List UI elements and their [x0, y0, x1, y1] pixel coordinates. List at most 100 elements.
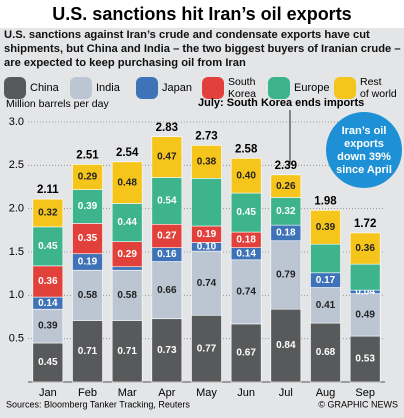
bar-segment [270, 197, 302, 226]
bar-segment [349, 263, 381, 291]
bar-segment [230, 323, 262, 383]
value-label: 0.36 [355, 243, 375, 254]
legend-swatch [334, 77, 356, 99]
bar-segment [310, 287, 341, 324]
value-label: 0.44 [117, 217, 137, 228]
value-label: 0.14 [236, 248, 256, 259]
legend-label: China [30, 82, 60, 94]
value-label: 0.54 [157, 196, 177, 207]
total-label: 2.83 [156, 122, 178, 134]
bar-segment [270, 240, 302, 310]
bar-segment [191, 178, 222, 227]
value-label: 0.84 [276, 340, 296, 351]
bar-segment [349, 335, 381, 383]
legend-label: South Korea [228, 76, 256, 100]
y-tick-label: 1.0 [9, 289, 24, 301]
y-axis-label: Million barrels per day [6, 98, 109, 110]
bar-segment [72, 189, 103, 224]
value-label: 0.14 [38, 298, 58, 309]
annotation: Iran’s oil exports down 39% since April [336, 125, 392, 176]
value-label: 0.74 [236, 287, 256, 298]
bar-segment [32, 198, 64, 228]
bar-segment [32, 342, 64, 383]
value-label: 0.68 [316, 347, 336, 358]
x-tick-label: Apr [158, 387, 175, 399]
total-label: 2.58 [235, 143, 258, 155]
y-tick-label: 2.5 [9, 159, 24, 171]
bar-segment [191, 145, 222, 179]
bar-segment [310, 322, 341, 383]
total-label: 2.51 [76, 149, 99, 161]
bar-segment [72, 164, 103, 190]
bar-segment [191, 314, 222, 383]
value-label: 0.48 [117, 177, 137, 188]
bar-segment [72, 269, 103, 321]
legend-label-line: of world [360, 88, 397, 100]
value-label: 0.19 [78, 257, 98, 268]
legend-swatch [268, 77, 290, 99]
chart-title: U.S. sanctions hit Iran’s oil exports [52, 4, 351, 24]
y-tick-label: 3.0 [9, 116, 24, 128]
value-label: 0.10 [197, 241, 217, 252]
value-label: 0.38 [197, 157, 217, 168]
y-tick-label: 2.0 [9, 203, 24, 215]
value-label: 0.71 [78, 346, 98, 357]
value-label: 0.40 [236, 170, 256, 181]
value-label: 0.17 [316, 275, 336, 286]
total-label: 1.98 [314, 195, 337, 207]
x-tick-label: May [196, 387, 217, 399]
bar-segment [151, 261, 183, 320]
value-label: 0.39 [38, 321, 58, 332]
value-label: 0.39 [316, 222, 336, 233]
total-label: 1.72 [354, 218, 376, 230]
value-label: 0.32 [276, 206, 296, 217]
total-label: 2.11 [37, 184, 59, 196]
value-label: 0.73 [157, 345, 177, 356]
legend-label: Japan [162, 82, 192, 94]
value-label: 0.58 [117, 290, 137, 301]
value-label: 0.67 [236, 348, 256, 359]
value-label: 0.26 [276, 181, 296, 192]
value-label: 0.66 [157, 285, 177, 296]
bar-segment [111, 320, 143, 383]
x-tick-label: Mar [118, 387, 137, 399]
x-tick-label: Feb [78, 387, 97, 399]
bar-segment [191, 250, 222, 316]
value-label: 0.35 [78, 233, 98, 244]
total-label: 2.73 [195, 130, 217, 142]
value-label: 0.36 [38, 276, 58, 287]
x-tick-label: Jun [237, 387, 255, 399]
x-tick-label: Sep [355, 387, 375, 399]
legend-label: India [96, 82, 121, 94]
bar-segment [230, 259, 262, 325]
legend-label: Europe [294, 82, 329, 94]
value-label: 0.39 [78, 201, 98, 212]
title-band [0, 0, 404, 28]
bar-segment [111, 203, 143, 242]
value-label: 0.29 [117, 249, 137, 260]
value-label: 0.18 [236, 235, 256, 246]
bar-segment [349, 293, 381, 337]
value-label: 0.29 [78, 172, 98, 183]
value-label: 0.58 [78, 290, 98, 301]
bar-segment [111, 269, 143, 321]
x-tick-label: Aug [316, 387, 336, 399]
legend-label-line: Korea [228, 88, 256, 100]
credit: © GRAPHIC NEWS [318, 399, 398, 409]
annotation-box: Iran’s oil exports down 39% since April [336, 125, 392, 176]
bar-segment [230, 192, 262, 233]
x-tick-label: Jan [39, 387, 57, 399]
legend-label: Rest of world [360, 76, 397, 100]
value-label: 0.04 [355, 287, 375, 298]
value-label: 0.19 [197, 229, 217, 240]
bar-segment [111, 266, 143, 271]
bar-segment [151, 136, 183, 178]
legend-swatch [70, 77, 92, 99]
value-label: 0.45 [38, 357, 58, 368]
bar-segment [151, 177, 183, 225]
y-tick-label: 1.5 [9, 246, 24, 258]
bar-segment [310, 243, 341, 274]
value-label: 0.53 [355, 354, 375, 365]
annotation-circle [326, 112, 402, 188]
value-label: 0.49 [355, 309, 375, 320]
